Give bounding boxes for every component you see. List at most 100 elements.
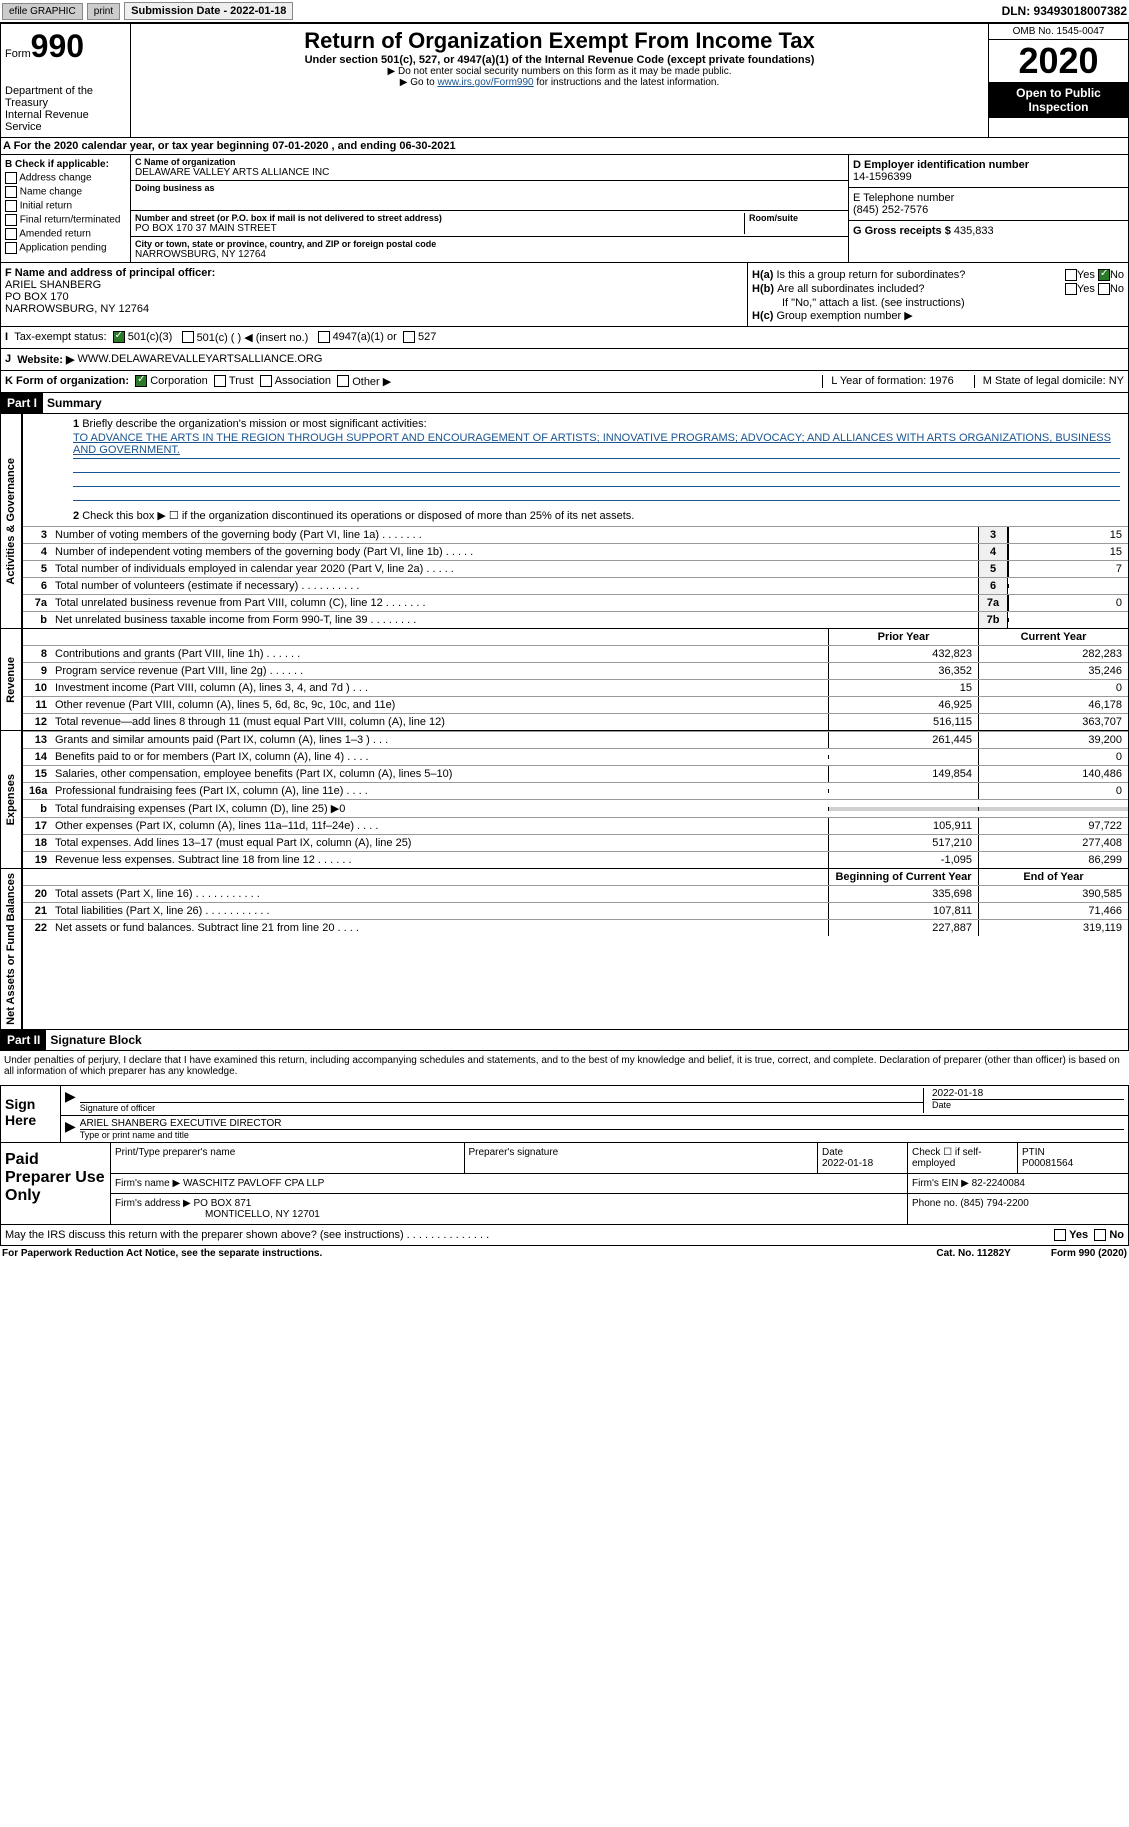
firm-addr1: PO BOX 871 xyxy=(194,1198,252,1209)
date-label: Date xyxy=(932,1099,1124,1110)
val-4: 15 xyxy=(1008,544,1128,560)
prep-sig-label: Preparer's signature xyxy=(465,1143,819,1173)
check-name[interactable]: Name change xyxy=(5,186,126,198)
r11c: 46,178 xyxy=(978,697,1128,713)
r8p: 432,823 xyxy=(828,646,978,662)
form-number-block: Form990 Department of the Treasury Inter… xyxy=(1,24,131,137)
form-title: Return of Organization Exempt From Incom… xyxy=(135,28,984,54)
sig-arrow1-icon: ▶ xyxy=(65,1088,76,1113)
check-501c3[interactable] xyxy=(113,331,125,343)
discuss-no[interactable] xyxy=(1094,1229,1106,1241)
footer-left: For Paperwork Reduction Act Notice, see … xyxy=(2,1248,322,1259)
discuss-yes[interactable] xyxy=(1054,1229,1066,1241)
r15c: 140,486 xyxy=(978,766,1128,782)
title-block: Return of Organization Exempt From Incom… xyxy=(131,24,988,137)
ein-label: D Employer identification number xyxy=(853,159,1124,171)
prior-header: Prior Year xyxy=(828,629,978,645)
r20p: 335,698 xyxy=(828,886,978,902)
r17c: 97,722 xyxy=(978,818,1128,834)
form-header: Form990 Department of the Treasury Inter… xyxy=(0,23,1129,138)
dln: DLN: 93493018007382 xyxy=(1002,4,1127,18)
ha-no[interactable] xyxy=(1098,269,1110,281)
check-corp[interactable] xyxy=(135,375,147,387)
check-527[interactable] xyxy=(403,331,415,343)
r16ap xyxy=(828,789,978,793)
dept-treasury: Department of the Treasury xyxy=(5,85,126,109)
check-assoc[interactable] xyxy=(260,375,272,387)
ha-label: H(a) xyxy=(752,269,773,281)
paid-label: Paid Preparer Use Only xyxy=(1,1143,111,1224)
print-button[interactable]: print xyxy=(87,3,120,20)
part1-header: Part I Summary xyxy=(0,393,1129,414)
irs-link[interactable]: www.irs.gov/Form990 xyxy=(437,77,533,88)
r11p: 46,925 xyxy=(828,697,978,713)
top-bar: efile GRAPHIC print Submission Date - 20… xyxy=(0,0,1129,23)
sign-here: Sign Here ▶ Signature of officer 2022-01… xyxy=(0,1085,1129,1143)
hc-label: H(c) xyxy=(752,310,773,322)
form-label: Form xyxy=(5,48,31,60)
check-4947[interactable] xyxy=(318,331,330,343)
addr-label: Number and street (or P.O. box if mail i… xyxy=(135,213,744,223)
r10p: 15 xyxy=(828,680,978,696)
r12p: 516,115 xyxy=(828,714,978,730)
begin-header: Beginning of Current Year xyxy=(828,869,978,885)
sig-officer-label: Signature of officer xyxy=(80,1102,923,1113)
part1-label: Part I xyxy=(1,393,43,413)
phone: (845) 252-7576 xyxy=(853,204,1124,216)
ha-text: Is this a group return for subordinates? xyxy=(776,269,965,281)
officer-group: F Name and address of principal officer:… xyxy=(0,263,1129,327)
check-pending[interactable]: Application pending xyxy=(5,242,126,254)
check-amended[interactable]: Amended return xyxy=(5,228,126,240)
check-other[interactable] xyxy=(337,375,349,387)
self-employed[interactable]: Check ☐ if self-employed xyxy=(908,1143,1018,1173)
hb-text: Are all subordinates included? xyxy=(777,283,924,295)
gross-label: G Gross receipts $ xyxy=(853,225,951,237)
check-initial[interactable]: Initial return xyxy=(5,200,126,212)
submission-date: Submission Date - 2022-01-18 xyxy=(124,2,293,20)
firm-name: WASCHITZ PAVLOFF CPA LLP xyxy=(183,1178,324,1189)
year-box: OMB No. 1545-0047 2020 Open to Public In… xyxy=(988,24,1128,137)
mission-blank2 xyxy=(73,473,1120,487)
r17p: 105,911 xyxy=(828,818,978,834)
hb-note: If "No," attach a list. (see instruction… xyxy=(752,297,1124,309)
footer-cat: Cat. No. 11282Y xyxy=(936,1248,1010,1259)
check-trust[interactable] xyxy=(214,375,226,387)
net-label: Net Assets or Fund Balances xyxy=(1,869,21,1029)
type-label: Type or print name and title xyxy=(80,1129,1124,1140)
ha-yes[interactable] xyxy=(1065,269,1077,281)
state-domicile: M State of legal domicile: NY xyxy=(974,375,1124,388)
prep-date: 2022-01-18 xyxy=(822,1158,873,1169)
check-final[interactable]: Final return/terminated xyxy=(5,214,126,226)
gov-label: Activities & Governance xyxy=(1,454,21,589)
check-address[interactable]: Address change xyxy=(5,172,126,184)
rev-label: Revenue xyxy=(1,653,21,707)
expenses-section: Expenses 13Grants and similar amounts pa… xyxy=(1,731,1128,869)
org-city: NARROWSBURG, NY 12764 xyxy=(135,249,844,260)
r16ac: 0 xyxy=(978,783,1128,799)
form-subtitle: Under section 501(c), 527, or 4947(a)(1)… xyxy=(135,54,984,66)
omb-number: OMB No. 1545-0047 xyxy=(989,24,1128,40)
val-6 xyxy=(1008,584,1128,588)
firm-ein: 82-2240084 xyxy=(972,1178,1025,1189)
ein: 14-1596399 xyxy=(853,171,1124,183)
footer-form: Form 990 (2020) xyxy=(1051,1248,1127,1259)
r12c: 363,707 xyxy=(978,714,1128,730)
r18p: 517,210 xyxy=(828,835,978,851)
dba-label: Doing business as xyxy=(135,183,844,193)
r19p: -1,095 xyxy=(828,852,978,868)
ptin: P00081564 xyxy=(1022,1158,1073,1169)
r21c: 71,466 xyxy=(978,903,1128,919)
check-501c[interactable] xyxy=(182,331,194,343)
website-label: Website: ▶ xyxy=(17,353,74,366)
form-org-row: K Form of organization: Corporation Trus… xyxy=(0,371,1129,393)
i-label: I xyxy=(5,331,8,344)
footer: For Paperwork Reduction Act Notice, see … xyxy=(0,1246,1129,1261)
r19c: 86,299 xyxy=(978,852,1128,868)
hb-no[interactable] xyxy=(1098,283,1110,295)
r22c: 319,119 xyxy=(978,920,1128,936)
hb-label: H(b) xyxy=(752,283,774,295)
phone-label: E Telephone number xyxy=(853,192,1124,204)
hb-yes[interactable] xyxy=(1065,283,1077,295)
end-header: End of Year xyxy=(978,869,1128,885)
part2-label: Part II xyxy=(1,1030,46,1050)
